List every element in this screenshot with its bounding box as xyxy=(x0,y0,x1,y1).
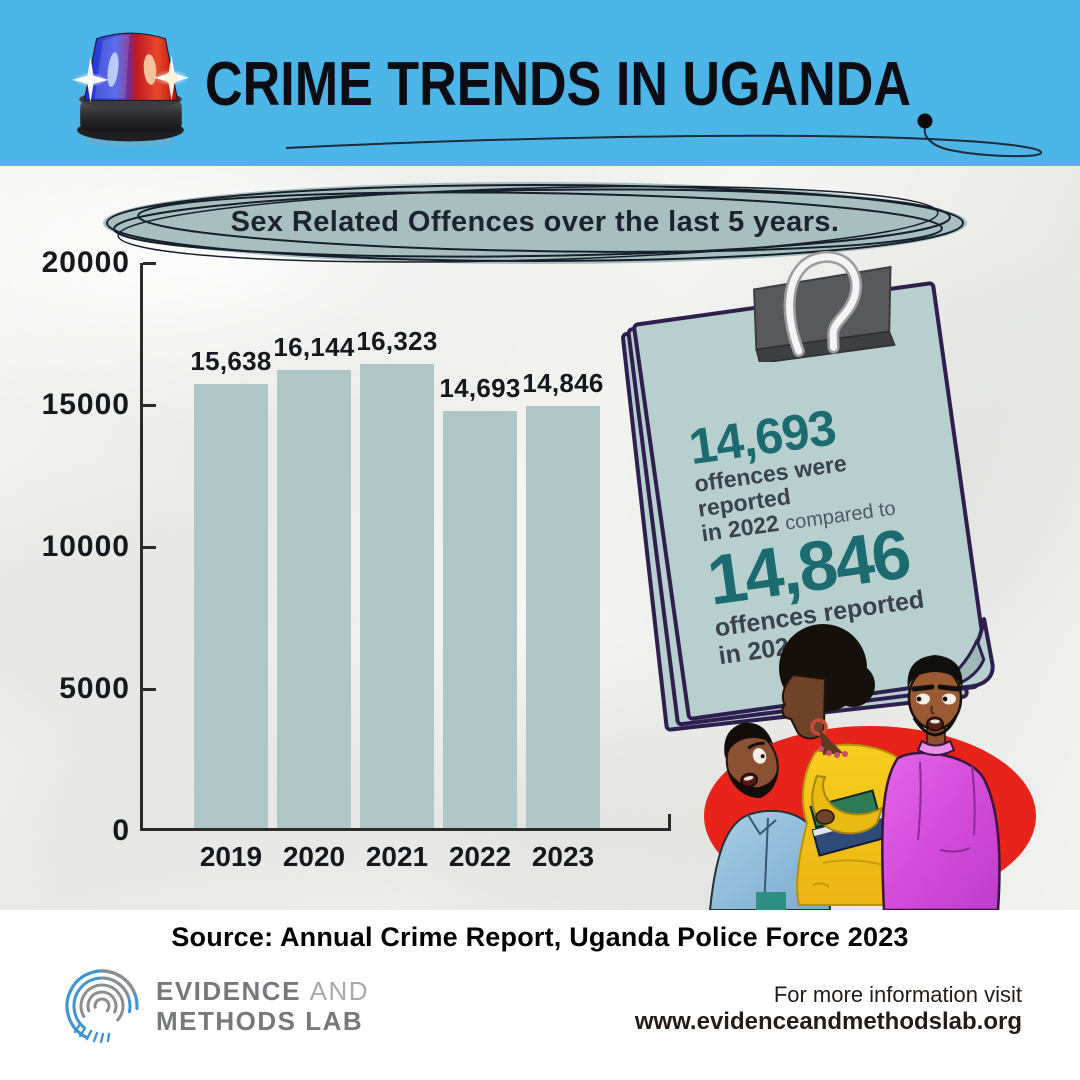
bar-group-2021: 16,323 2021 xyxy=(356,326,437,872)
binder-clip-icon xyxy=(753,251,896,362)
logo-wordmark: EVIDENCE AND METHODS LAB xyxy=(156,976,369,1036)
more-info-block: For more information visit www.evidencea… xyxy=(635,982,1022,1036)
y-tick-label-10000: 10000 xyxy=(41,530,130,563)
y-tick-label-0: 0 xyxy=(112,814,130,847)
bar-value-label-2019: 15,638 xyxy=(190,346,272,376)
police-siren-icon xyxy=(72,32,189,147)
bar-value-label-2021: 16,323 xyxy=(356,326,438,356)
y-tick-mark-5000 xyxy=(143,687,156,691)
bar-chart: 15,638 2019 16,144 2020 16,323 2021 14,693 2022… xyxy=(42,248,671,872)
bar-2022 xyxy=(443,411,517,828)
x-tick-label-2021: 2021 xyxy=(365,841,429,872)
info-text: For more information visit xyxy=(773,982,1022,1007)
bar-2019 xyxy=(194,384,268,828)
bar-group-2019: 15,638 2019 xyxy=(190,346,271,872)
bar-2021 xyxy=(360,364,434,828)
y-tick-mark-10000 xyxy=(143,545,156,549)
x-tick-label-2022: 2022 xyxy=(448,841,512,872)
y-tick-mark-20000 xyxy=(143,261,156,265)
fingerprint-icon xyxy=(65,969,139,1044)
bar-value-label-2023: 14,846 xyxy=(522,368,604,398)
logo-word-methods-lab: METHODS LAB xyxy=(156,1006,364,1036)
y-tick-label-5000: 5000 xyxy=(59,672,130,705)
footer: Source: Annual Crime Report, Uganda Poli… xyxy=(0,910,1080,1080)
bar-group-2022: 14,693 2022 xyxy=(439,373,520,872)
y-tick-label-20000: 20000 xyxy=(41,246,130,279)
three-people-illustration xyxy=(704,624,1036,910)
y-tick-label-15000: 15000 xyxy=(41,388,130,421)
header-banner: CRIME TRENDS IN UGANDA xyxy=(0,0,1080,166)
plot-area: 15,638 2019 16,144 2020 16,323 2021 14,693 2022… xyxy=(143,263,671,872)
flourish-dot xyxy=(917,113,933,129)
subtitle-oval-sketch xyxy=(103,182,967,264)
bar-group-2023: 14,846 2023 xyxy=(522,368,603,872)
page-title: CRIME TRENDS IN UGANDA xyxy=(205,50,911,119)
x-tick-label-2020: 2020 xyxy=(282,841,346,872)
x-tick-label-2023: 2023 xyxy=(531,841,595,872)
bar-2020 xyxy=(277,370,351,828)
bar-group-2020: 16,144 2020 xyxy=(273,332,354,872)
bar-value-label-2020: 16,144 xyxy=(273,332,355,362)
x-axis-end-tick xyxy=(668,814,671,828)
y-tick-mark-15000 xyxy=(143,403,156,407)
subtitle-banner: Sex Related Offences over the last 5 yea… xyxy=(100,180,970,266)
bar-2023 xyxy=(526,406,600,828)
evidence-methods-lab-logo: EVIDENCE AND METHODS LAB xyxy=(62,966,369,1046)
x-tick-label-2019: 2019 xyxy=(199,841,263,872)
subtitle-text: Sex Related Offences over the last 5 yea… xyxy=(230,206,840,238)
logo-word-and: AND xyxy=(309,975,370,1006)
person-right-magenta-shirt xyxy=(880,655,1001,910)
website-url: www.evidenceandmethodslab.org xyxy=(634,1008,1022,1035)
logo-word-evidence: EVIDENCE xyxy=(156,975,301,1006)
bar-value-label-2022: 14,693 xyxy=(439,373,521,403)
source-text: Source: Annual Crime Report, Uganda Poli… xyxy=(171,922,909,952)
